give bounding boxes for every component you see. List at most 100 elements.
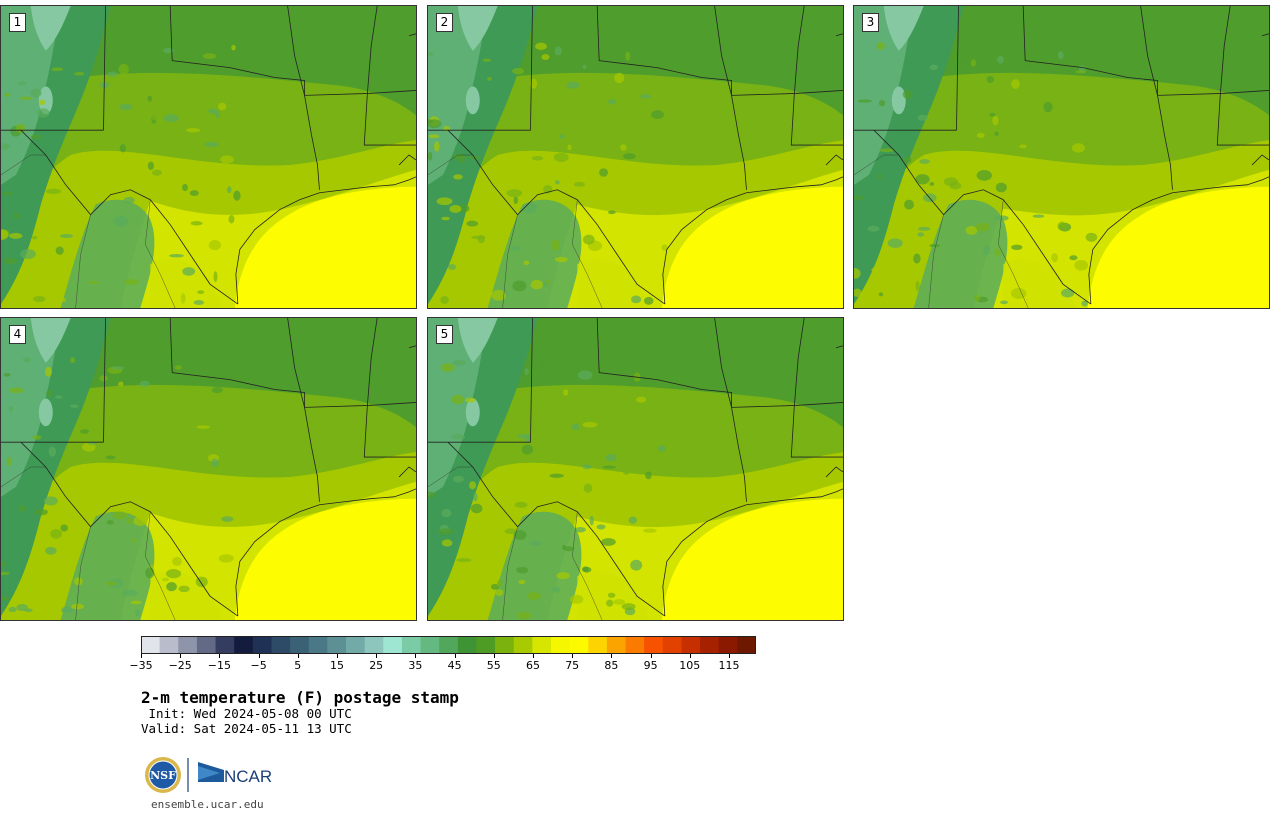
coastline [662,488,843,617]
colorbar-tick-mark [258,654,260,658]
colorbar-tick-mark [376,654,378,658]
terrain-speckle [919,159,930,164]
terrain-speckle [122,589,139,597]
terrain-speckle [867,225,880,232]
terrain-speckle [44,366,52,377]
terrain-speckle [929,208,936,219]
terrain-speckle [542,281,548,287]
terrain-speckle [133,516,148,526]
terrain-speckle [1024,60,1036,69]
terrain-speckle [15,123,26,134]
terrain-speckle [113,494,125,504]
terrain-speckle [644,296,654,305]
terrain-speckle [854,288,862,297]
terrain-speckle [913,253,921,264]
temperature-map-4 [1,318,416,620]
terrain-speckle [440,296,449,305]
terrain-speckle [943,177,958,187]
colorbar-tick-label: 15 [330,659,344,672]
terrain-speckle [70,357,75,364]
colorbar-swatch [159,636,179,654]
colorbar-tick-label: 75 [565,659,580,672]
state-border [363,318,416,458]
terrain-speckle [596,524,606,530]
colorbar-swatch [141,636,161,654]
state-border [363,6,416,146]
state-border [304,407,320,502]
colorbar-tick-label: 45 [447,659,462,672]
terrain-speckle [3,373,11,377]
terrain-speckle [166,581,177,592]
colorbar-swatch [439,636,459,654]
terrain-speckle [147,161,154,171]
terrain-speckle [50,529,63,539]
terrain-speckle [213,271,218,283]
terrain-speckle [185,457,194,461]
terrain-speckle [1043,101,1053,113]
terrain-speckle [512,67,525,75]
colorbar-tick-mark [611,654,613,658]
terrain-speckle [582,464,592,470]
state-border [790,318,843,458]
terrain-speckle [620,144,627,151]
terrain-speckle [19,96,33,100]
terrain-speckle [453,475,465,483]
colorbar-tick-mark [533,654,534,658]
terrain-speckle [510,246,522,251]
terrain-speckle [531,156,544,161]
terrain-speckle [589,515,594,526]
terrain-speckle [986,75,995,83]
terrain-speckle [6,457,12,466]
terrain-speckle [621,603,636,611]
terrain-speckle [589,489,603,500]
terrain-speckle [51,67,64,72]
highland-cold-area [38,86,53,115]
terrain-speckle [451,434,466,440]
panel-label-3: 3 [862,13,879,32]
colorbar-swatch [644,636,664,654]
panel-label-2: 2 [436,13,453,32]
terrain-speckle [130,538,137,543]
highland-cool-area [428,318,488,497]
terrain-speckle [569,594,584,604]
terrain-speckle [878,292,884,297]
terrain-speckle [182,267,196,276]
terrain-speckle [902,89,913,99]
colorbar-swatch [588,636,608,654]
nsf-ncar-logos: NSF NCAR [145,757,272,793]
terrain-speckle [169,254,184,258]
terrain-speckle [470,503,483,514]
state-border [103,6,106,131]
terrain-speckle [440,363,455,372]
terrain-speckle [1085,232,1098,242]
colorbar-swatch [718,636,738,654]
website-url: ensemble.ucar.edu [151,798,264,811]
terrain-speckle [166,569,182,579]
province-border [145,199,176,308]
terrain-speckle [106,475,114,480]
terrain-speckle [995,215,1009,221]
colorbar-swatch [700,636,720,654]
terrain-speckle [172,556,182,566]
colorbar-swatch [364,636,384,654]
state-border [408,345,416,349]
terrain-speckle [174,365,182,370]
colorbar-tick-mark [180,654,182,658]
terrain-speckle [929,64,938,71]
colorbar-swatch [215,636,235,654]
terrain-speckle [647,127,658,133]
colorbar-tick-mark [493,654,495,658]
terrain-speckle [17,81,27,86]
colorbar-tick-label: 85 [604,659,619,672]
terrain-speckle [1015,141,1031,147]
terrain-speckle [13,212,20,219]
terrain-speckle [631,295,642,304]
international-border [447,441,666,617]
terrain-speckle [105,581,118,586]
terrain-speckle [428,491,436,499]
colorbar-swatch [606,636,627,654]
terrain-speckle [59,297,67,303]
terrain-speckle [1032,214,1045,218]
colorbar-tick-label: 105 [679,659,701,672]
terrain-speckle [599,168,609,177]
